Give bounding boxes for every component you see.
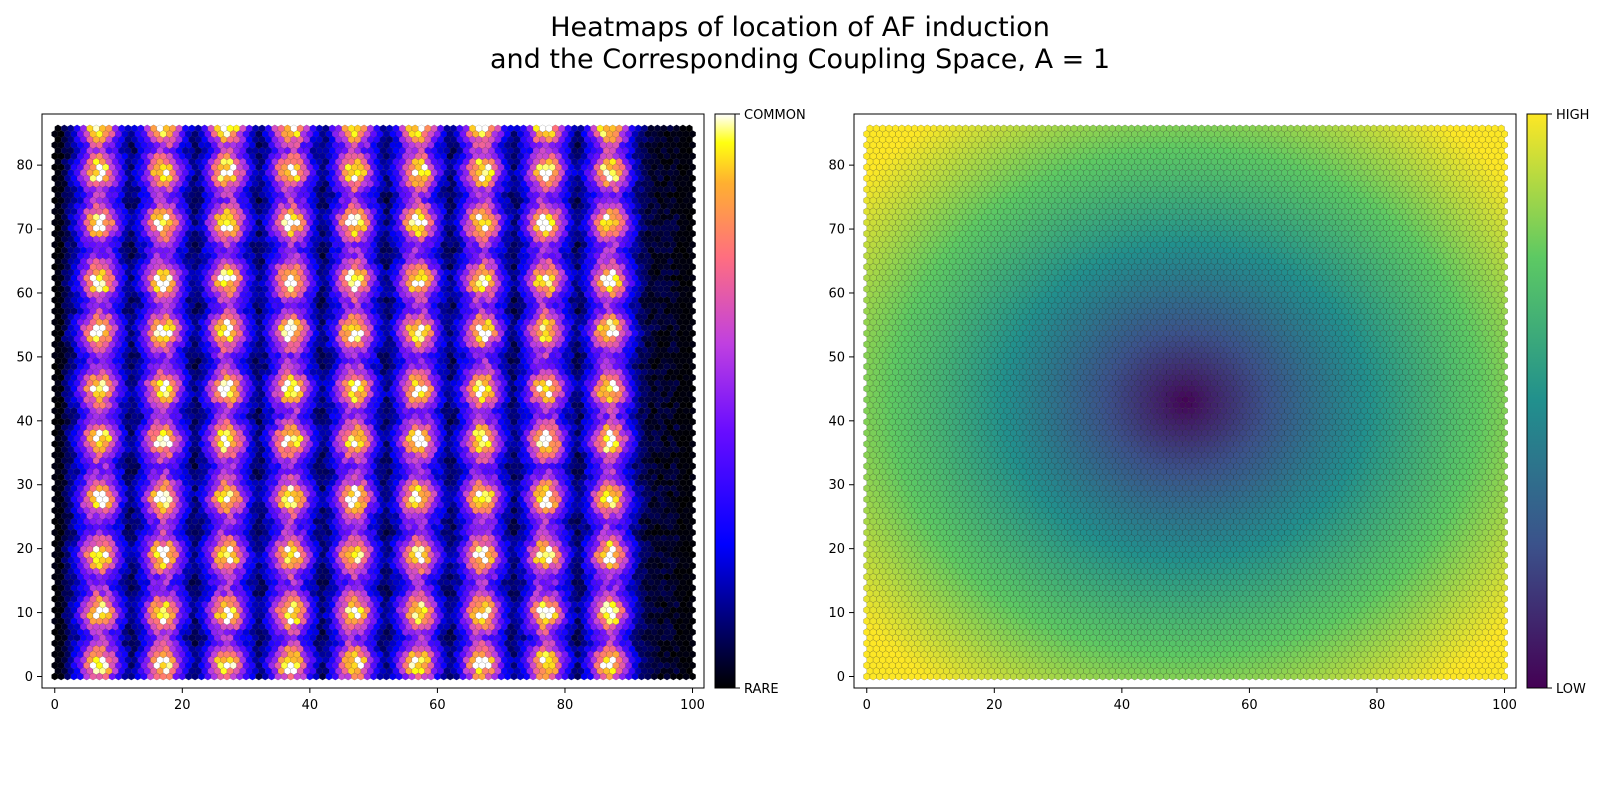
hexbin-cells-left <box>51 124 696 681</box>
chart-title: Heatmaps of location of AF induction and… <box>0 12 1600 76</box>
title-line-1: Heatmaps of location of AF induction <box>0 12 1600 44</box>
hex-cell <box>689 672 696 681</box>
title-line-2: and the Corresponding Coupling Space, A … <box>0 44 1600 76</box>
